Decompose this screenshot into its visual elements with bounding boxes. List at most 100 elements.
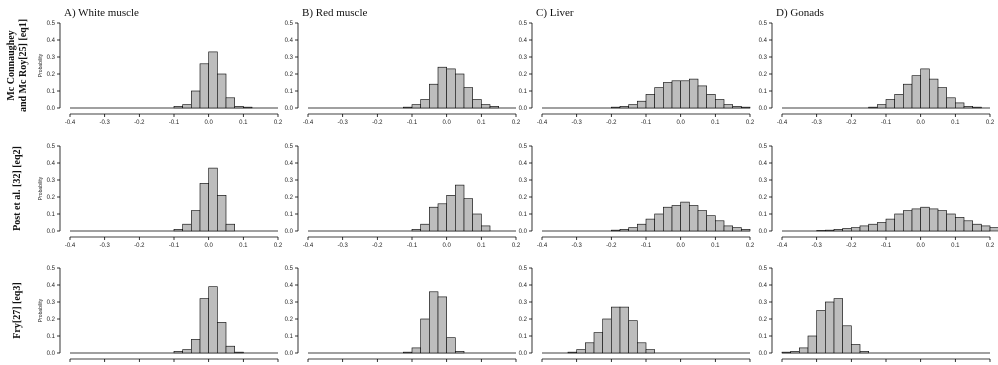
histogram-bar [654,87,664,109]
histogram-bar [611,306,621,354]
histogram-bar [697,210,707,232]
x-tick-label: 0.0 [916,120,925,126]
histogram-bar [628,104,638,109]
histogram-bar [715,99,725,109]
y-tick-label: 0.2 [519,317,528,323]
x-tick-label: -0.1 [407,243,418,249]
y-tick-label: 0.4 [47,283,56,289]
y-tick-label: 0.3 [47,178,56,184]
histogram-bar [663,82,673,109]
histogram-bar [955,102,965,109]
x-tick-label: -0.2 [846,120,857,126]
y-tick-label: 0.2 [759,72,768,78]
x-tick-label: 0.2 [746,120,755,126]
x-tick-label: 0.1 [239,243,248,249]
y-tick-label: 0.3 [759,55,768,61]
x-tick-label: 0.2 [746,243,755,249]
y-tick-label: 0.0 [759,229,768,235]
histogram-bar [437,296,447,354]
histogram-bar [637,223,647,232]
histogram-bar [217,73,227,109]
x-tick-label: -0.3 [571,243,582,249]
y-tick-label: 0.3 [519,55,528,61]
y-tick-label: 0.5 [759,266,768,272]
x-tick-label: 0.1 [239,120,248,126]
histogram-bar [645,218,655,232]
y-tick-label: 0.2 [285,72,294,78]
x-tick-label: 0.2 [274,120,283,126]
histogram-bar [911,75,921,109]
y-tick-label: 0.0 [285,229,294,235]
histogram-bar [732,227,742,232]
histogram-bar [593,332,603,354]
y-tick-label: 0.5 [285,144,294,150]
histogram-bar [842,228,852,232]
y-tick-label: 0.0 [47,229,56,235]
histogram-bar [463,87,473,109]
histogram-bar [851,344,861,354]
y-tick-label: 0.0 [759,106,768,112]
x-tick-label: -0.2 [134,243,145,249]
y-tick-label: 0.0 [285,106,294,112]
x-tick-label: -0.3 [811,120,822,126]
histogram-bar [429,291,439,354]
histogram-bar [446,68,456,109]
histogram-bar [929,208,939,232]
y-tick-label: 0.4 [47,161,56,167]
x-tick-label: -0.2 [606,120,617,126]
x-tick-label: -0.3 [811,243,822,249]
histogram-bar [208,51,218,109]
y-tick-label: 0.4 [759,38,768,44]
histogram-bar [833,229,843,232]
x-tick-label: -0.4 [537,243,548,249]
histogram-bar [481,104,491,109]
histogram-bar [173,350,183,354]
histogram-bar [920,206,930,232]
histogram-bar [671,205,681,232]
histogram-bar [799,347,809,354]
y-tick-label: 0.5 [47,266,56,272]
x-tick-label: -0.1 [641,243,652,249]
x-tick-label: -0.3 [571,120,582,126]
x-tick-label: -0.1 [169,243,180,249]
histogram-bar [455,350,465,354]
histogram-bar [628,227,638,232]
x-tick-label: 0.0 [916,243,925,249]
histogram-bar [963,106,973,109]
histogram-bar [199,298,209,354]
histogram-bar [894,94,904,109]
x-tick-label: 0.2 [512,120,521,126]
x-tick-label: 0.0 [204,243,213,249]
x-tick-label: -0.1 [407,120,418,126]
histogram-bar [645,349,655,354]
y-tick-label: 0.3 [47,55,56,61]
histogram-bar [225,97,235,109]
x-tick-label: -0.3 [99,243,110,249]
histogram-bar [403,351,413,354]
x-tick-label: 0.2 [986,120,995,126]
histogram-bar [706,215,716,232]
x-tick-label: 0.1 [477,243,486,249]
histogram-bar [680,201,690,232]
histogram-bar [182,104,192,109]
histogram-bar [689,78,699,109]
histogram-bar [217,322,227,354]
histogram-bar [654,213,664,232]
histogram-bar [689,205,699,232]
y-tick-label: 0.5 [759,144,768,150]
y-tick-label: 0.1 [47,334,56,340]
y-tick-label: 0.1 [519,212,528,218]
histogram-bar [191,90,201,109]
histogram-bar [946,213,956,232]
row-label: Fry[27] [eq3] [12,282,23,338]
row-label: and Mc Roy[25] [eq1] [18,19,29,112]
y-tick-label: 0.0 [519,106,528,112]
y-tick-label: 0.4 [759,283,768,289]
histogram-bar [420,223,430,232]
histogram-bar [885,99,895,109]
histogram-bar [225,223,235,232]
histogram-bar [619,229,629,232]
y-tick-label: 0.0 [759,351,768,357]
histogram-bar [182,223,192,232]
histogram-bar [946,97,956,109]
